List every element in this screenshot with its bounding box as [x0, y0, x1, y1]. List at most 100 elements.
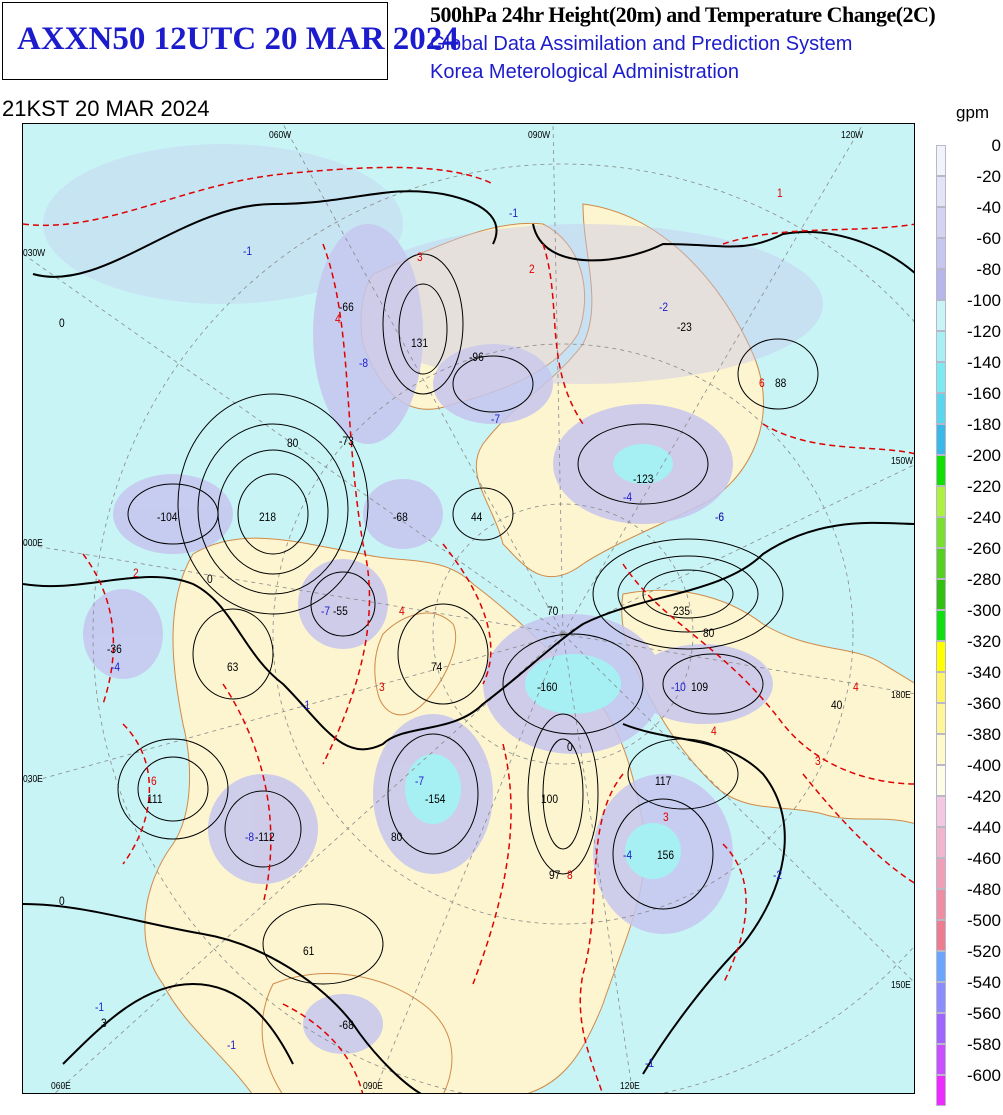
map-canvas	[23, 124, 914, 1093]
legend-swatch	[936, 331, 946, 362]
height-label: -160	[537, 680, 558, 694]
temp-label-warm: 3	[379, 680, 385, 694]
graticule	[23, 124, 914, 1093]
temp-label-cold: -8	[359, 356, 369, 370]
height-label: 44	[471, 510, 483, 524]
zero-height-contours	[23, 190, 914, 1093]
legend-swatch	[936, 176, 946, 207]
lon-label-bottom-3: 120E	[620, 1081, 640, 1092]
legend-swatch	[936, 455, 946, 486]
temp-label-cold: -1	[227, 1038, 237, 1052]
lon-label-bottom-1: 060E	[51, 1081, 71, 1092]
legend-label: -580	[966, 1035, 1001, 1054]
lat-label-right-3: 150E	[891, 980, 911, 991]
height-label: 61	[303, 944, 315, 958]
legend-swatch	[936, 703, 946, 734]
height-label: 111	[147, 792, 163, 806]
lon-label-bottom-2: 090E	[363, 1081, 383, 1092]
temp-label-cold: -7	[321, 604, 331, 618]
lon-label-top-1: 060W	[269, 130, 292, 141]
temp-label-warm: 4	[399, 604, 405, 618]
legend-swatch	[936, 362, 946, 393]
legend-label: -480	[966, 880, 1001, 899]
height-label: -73	[339, 434, 354, 448]
temp-label-cold: -1	[301, 698, 311, 712]
height-label: 218	[259, 510, 277, 524]
legend-label: -60	[976, 229, 1001, 248]
temp-label-cold: -8	[245, 830, 255, 844]
legend-label: -180	[966, 415, 1001, 434]
height-label: 70	[547, 604, 559, 618]
legend-label: -300	[966, 601, 1001, 620]
height-label: 235	[673, 604, 691, 618]
lat-label-left-3: 030E	[23, 774, 43, 785]
legend-label: -100	[966, 291, 1001, 310]
legend-label: -600	[966, 1066, 1001, 1085]
temp-label-cold: -1	[95, 1000, 105, 1014]
temp-label-cold: -4	[623, 490, 633, 504]
legend-swatch	[936, 796, 946, 827]
legend-label: -160	[966, 384, 1001, 403]
height-label: 74	[431, 660, 443, 674]
zero-contour-label: 0	[567, 740, 573, 754]
legend-swatch	[936, 517, 946, 548]
legend-swatch	[936, 1044, 946, 1075]
legend-swatch	[936, 207, 946, 238]
height-label: -36	[107, 642, 122, 656]
legend-swatch	[936, 734, 946, 765]
zero-contour-label: 0	[59, 894, 65, 908]
valid-time: 21KST 20 MAR 2024	[2, 96, 210, 121]
map-panel[interactable]: 060W 090W 120W 060E 090E 120E 030W 000E …	[22, 123, 915, 1094]
height-label: 88	[775, 376, 787, 390]
temp-label-warm: 3	[417, 250, 423, 264]
height-label: -154	[425, 792, 446, 806]
legend-swatch	[936, 765, 946, 796]
height-label: -68	[339, 1018, 354, 1032]
legend-swatch	[936, 1013, 946, 1044]
legend-label: -520	[966, 942, 1001, 961]
temperature-change-contours	[23, 166, 914, 1093]
legend-swatch	[936, 145, 946, 176]
height-label: -68	[393, 510, 408, 524]
legend-swatch	[936, 486, 946, 517]
height-label: -66	[339, 300, 354, 314]
legend-label: -120	[966, 322, 1001, 341]
lon-label-top-3: 120W	[841, 130, 864, 141]
temp-label-warm: 2	[133, 566, 139, 580]
product-title-box: AXXN50 12UTC 20 MAR 2024	[2, 2, 459, 80]
legend-swatch	[936, 982, 946, 1013]
temp-label-warm: 6	[759, 376, 765, 390]
legend-label: -200	[966, 446, 1001, 465]
legend-label: -340	[966, 663, 1001, 682]
legend-unit: gpm	[956, 103, 990, 122]
legend-swatch	[936, 1075, 946, 1106]
temp-label-warm: 3	[815, 754, 821, 768]
legend-label: -260	[966, 539, 1001, 558]
legend-swatch	[936, 951, 946, 982]
height-contour-label: 80	[287, 436, 299, 450]
height-label: 109	[691, 680, 709, 694]
legend-label: -420	[966, 787, 1001, 806]
height-label: -96	[469, 350, 484, 364]
lat-label-left-2: 000E	[23, 538, 43, 549]
temp-label-cold: -4	[111, 660, 121, 674]
org-line-2: Korea Meterological Administration	[430, 61, 740, 83]
legend-label: -380	[966, 725, 1001, 744]
legend-label: -360	[966, 694, 1001, 713]
legend-label: -220	[966, 477, 1001, 496]
org-line-1: Global Data Assimilation and Prediction …	[430, 33, 853, 55]
chart-subtitle: 500hPa 24hr Height(20m) and Temperature …	[430, 2, 936, 27]
legend-swatch	[936, 920, 946, 951]
legend-label: -540	[966, 973, 1001, 992]
legend-label: -560	[966, 1004, 1001, 1023]
height-contour-label: 80	[391, 830, 403, 844]
lat-label-right-1: 150W	[891, 456, 914, 467]
legend-swatch	[936, 858, 946, 889]
lon-label-top-2: 090W	[528, 130, 551, 141]
legend-label: -140	[966, 353, 1001, 372]
temp-label-warm: 4	[853, 680, 859, 694]
temp-label-cold: -2	[659, 300, 669, 314]
temp-label-warm: 2	[529, 262, 535, 276]
temp-label-warm: 4	[335, 312, 341, 326]
strong-negative-areas	[405, 444, 681, 879]
